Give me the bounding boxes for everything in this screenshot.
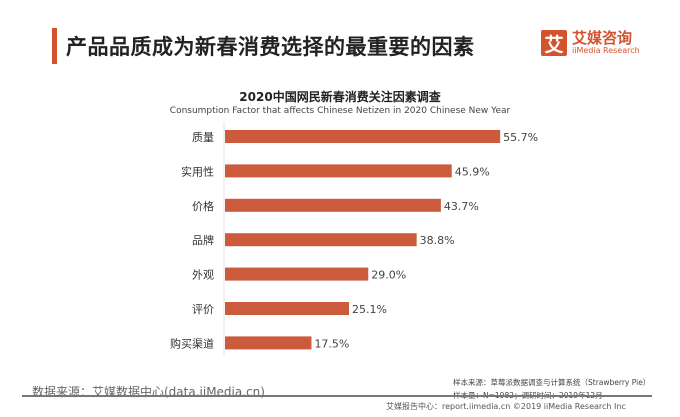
data-label: 45.9% — [455, 165, 490, 178]
data-label: 55.7% — [503, 131, 538, 144]
page-title: 产品品质成为新春消费选择的最重要的因素 — [66, 35, 475, 59]
bar — [225, 198, 441, 212]
chart-title: 2020中国网民新春消费关注因素调查 — [239, 90, 441, 104]
data-source: 数据来源：艾媒数据中心(data.iiMedia.cn) — [32, 385, 265, 399]
copyright: 艾媒报告中心：report.iimedia.cn ©2019 iiMedia R… — [386, 402, 626, 411]
data-label: 43.7% — [444, 200, 479, 213]
logo-mark: 艾 — [541, 30, 567, 56]
bar — [225, 164, 452, 178]
sample-info: 样本来源：草莓派数据调查与计算系统（Strawberry Pie） 样本量：N=… — [453, 376, 650, 402]
sample-source: 样本来源：草莓派数据调查与计算系统（Strawberry Pie） — [453, 378, 651, 387]
bar — [225, 267, 369, 281]
data-label: 38.8% — [420, 234, 455, 247]
bar — [225, 336, 312, 350]
bar — [225, 233, 417, 247]
bar — [225, 130, 501, 143]
title-accent-bar — [52, 28, 57, 64]
footer-divider — [22, 395, 652, 397]
category-label: 实用性 — [181, 164, 214, 178]
chart-subtitle: Consumption Factor that affects Chinese … — [169, 106, 511, 116]
category-label: 评价 — [192, 303, 214, 316]
data-label: 29.0% — [371, 269, 406, 282]
logo-name-cn: 艾媒咨询 — [572, 29, 633, 47]
category-label: 质量 — [192, 131, 214, 144]
category-label: 外观 — [192, 269, 214, 282]
category-label: 价格 — [192, 199, 214, 213]
data-label: 17.5% — [314, 337, 349, 350]
category-label: 购买渠道 — [170, 336, 214, 350]
iimedia-logo: 艾 艾媒咨询 iiMedia Research — [541, 30, 640, 56]
bar — [225, 302, 349, 315]
data-label: 25.1% — [352, 303, 387, 316]
logo-name-en: iiMedia Research — [572, 46, 640, 55]
category-label: 品牌 — [192, 233, 214, 247]
